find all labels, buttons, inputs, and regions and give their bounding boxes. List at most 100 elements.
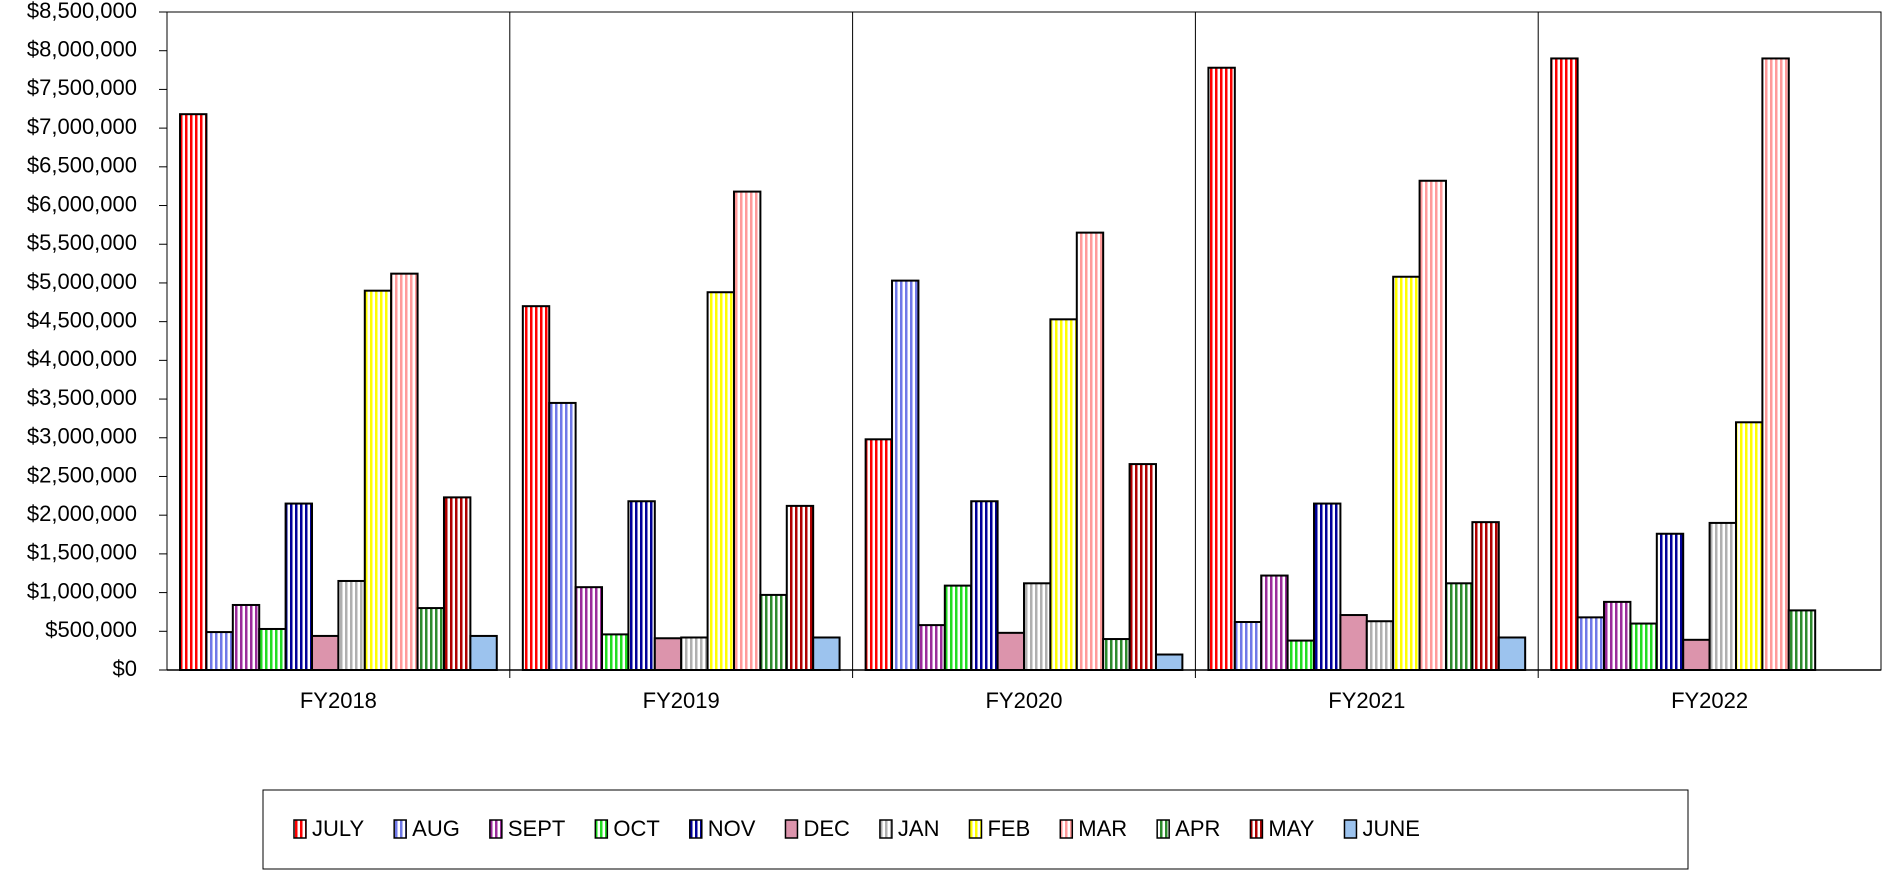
legend-swatch — [1249, 819, 1264, 839]
legend-label: JULY — [312, 816, 364, 841]
y-tick-label: $8,000,000 — [27, 37, 137, 62]
y-tick-label: $7,000,000 — [27, 114, 137, 139]
x-tick-label: FY2020 — [985, 688, 1062, 713]
legend-label: MAR — [1078, 816, 1127, 841]
bar — [1339, 614, 1368, 672]
legend-label: FEB — [987, 816, 1030, 841]
bar — [653, 637, 683, 671]
bar — [917, 624, 946, 672]
y-tick-label: $500,000 — [45, 617, 137, 642]
bar — [390, 272, 419, 671]
bar — [732, 190, 762, 671]
y-tick-label: $1,000,000 — [27, 578, 137, 603]
y-tick-label: $2,000,000 — [27, 501, 137, 526]
y-tick-label: $4,500,000 — [27, 307, 137, 332]
bar — [548, 401, 577, 671]
bar — [574, 586, 604, 672]
bar — [1418, 179, 1447, 671]
bar — [205, 631, 234, 672]
x-tick-label: FY2019 — [643, 688, 720, 713]
bar — [1313, 502, 1342, 671]
bar — [231, 603, 261, 671]
y-tick-label: $3,000,000 — [27, 424, 137, 449]
bar — [864, 438, 894, 671]
legend-label: SEPT — [508, 816, 565, 841]
legend-swatch — [1156, 819, 1170, 839]
y-tick-label: $1,500,000 — [27, 540, 137, 565]
bar — [1128, 463, 1157, 672]
x-tick-label: FY2018 — [300, 688, 377, 713]
bar — [521, 305, 551, 671]
y-tick-label: $3,500,000 — [27, 385, 137, 410]
bar — [1365, 620, 1395, 672]
bar — [1576, 616, 1606, 671]
y-tick-label: $0 — [113, 656, 137, 681]
bar — [812, 636, 841, 671]
bar — [970, 500, 999, 671]
bar — [1286, 639, 1316, 672]
bar — [1603, 600, 1632, 671]
legend-label: DEC — [803, 816, 850, 841]
y-tick-label: $6,000,000 — [27, 191, 137, 216]
legend-label: OCT — [613, 816, 659, 841]
y-tick-label: $4,000,000 — [27, 346, 137, 371]
bar — [1207, 66, 1236, 672]
bar — [996, 631, 1025, 671]
bar — [1075, 231, 1105, 671]
bar — [1102, 638, 1131, 671]
bar — [337, 579, 366, 671]
bar — [1233, 621, 1263, 671]
bar — [1471, 521, 1500, 672]
bar — [1392, 275, 1421, 671]
legend-swatch — [1343, 819, 1358, 839]
bar — [759, 593, 788, 671]
bar — [442, 496, 472, 671]
bar — [706, 291, 735, 671]
y-tick-label: $7,500,000 — [27, 75, 137, 100]
bar — [1787, 609, 1817, 672]
bar — [284, 502, 314, 671]
bar — [785, 504, 815, 671]
bar — [1154, 653, 1184, 671]
y-tick-label: $5,000,000 — [27, 269, 137, 294]
legend-swatch — [393, 819, 407, 839]
bar — [179, 113, 208, 671]
legend-label: JUNE — [1362, 816, 1419, 841]
legend-label: AUG — [412, 816, 460, 841]
legend-swatch — [879, 819, 893, 839]
bar — [680, 636, 709, 671]
y-tick-label: $2,500,000 — [27, 462, 137, 487]
bar — [1682, 638, 1711, 671]
x-tick-label: FY2022 — [1671, 688, 1748, 713]
legend-label: NOV — [708, 816, 756, 841]
y-tick-label: $8,500,000 — [27, 0, 137, 23]
bar — [601, 633, 630, 671]
legend-swatch — [594, 819, 609, 839]
bar — [416, 607, 445, 672]
bar — [1708, 521, 1737, 672]
legend-label: APR — [1175, 816, 1220, 841]
bar — [1260, 574, 1289, 671]
legend-swatch — [1059, 819, 1074, 839]
bar — [1655, 532, 1685, 672]
bar — [363, 289, 393, 671]
legend-swatch — [489, 819, 503, 839]
y-tick-label: $5,500,000 — [27, 230, 137, 255]
bar — [1629, 622, 1658, 671]
legend-swatch — [968, 819, 983, 839]
bar — [1049, 318, 1078, 671]
bar — [1734, 421, 1764, 671]
legend-swatch — [689, 819, 703, 839]
bar — [1550, 57, 1579, 671]
bar — [258, 627, 287, 671]
bar — [943, 584, 973, 671]
bar — [891, 279, 920, 671]
bar — [469, 634, 498, 672]
bar — [1497, 636, 1527, 671]
plot-frame — [166, 11, 1882, 671]
bar — [1444, 582, 1474, 672]
bar — [1761, 57, 1790, 671]
legend-swatch — [784, 819, 799, 839]
legend-label: MAY — [1268, 816, 1314, 841]
legend-swatch — [293, 819, 307, 839]
